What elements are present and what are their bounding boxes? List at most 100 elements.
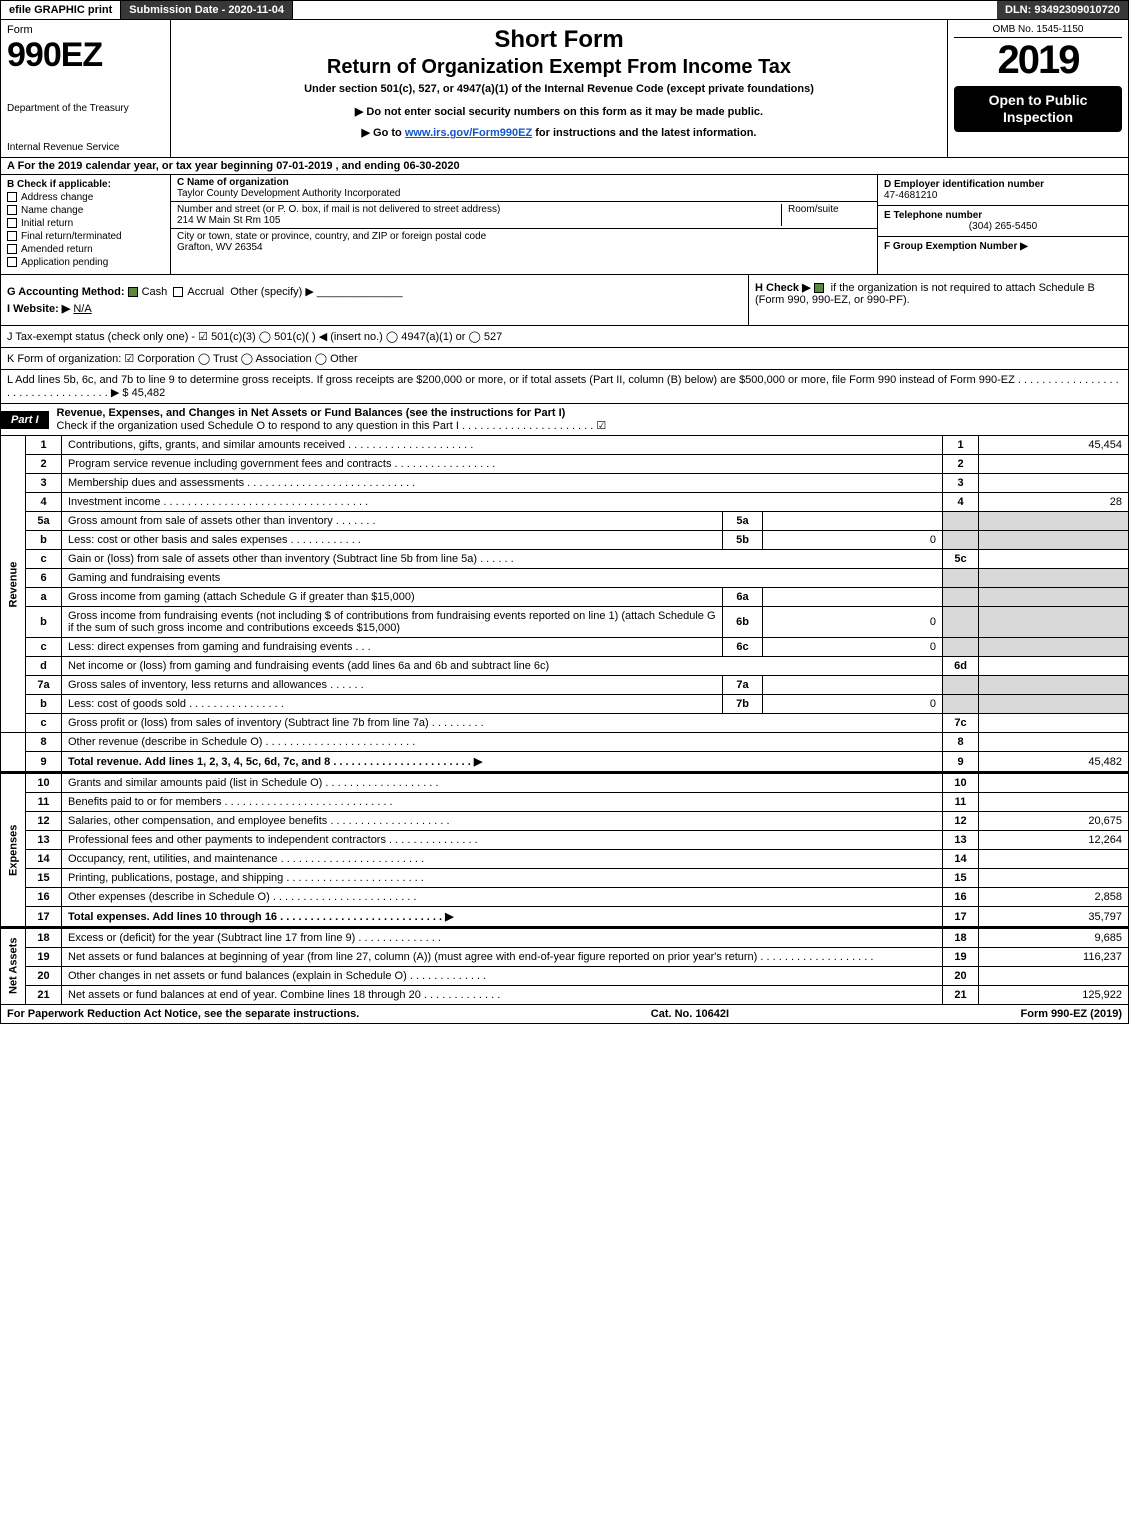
l17-n: 17 [26,907,62,928]
chk-accrual[interactable] [173,287,183,297]
l13-a: 12,264 [979,831,1129,850]
l7b-n: b [26,695,62,714]
l7a-as [979,676,1129,695]
chk-h[interactable] [814,283,824,293]
l13-d: Professional fees and other payments to … [68,834,386,846]
l5c-r: 5c [943,550,979,569]
chk-address-lbl: Address change [21,192,93,203]
l5a-n: 5a [26,512,62,531]
l11-r: 11 [943,793,979,812]
l16-n: 16 [26,888,62,907]
chk-cash[interactable] [128,287,138,297]
l9-n: 9 [26,752,62,773]
l2-r: 2 [943,455,979,474]
l14-n: 14 [26,850,62,869]
l6a-d: Gross income from gaming (attach Schedul… [68,591,415,603]
l16-d: Other expenses (describe in Schedule O) [68,891,270,903]
l4-d: Investment income [68,496,160,508]
city-val: Grafton, WV 26354 [177,242,871,253]
l4-r: 4 [943,493,979,512]
h-lbl: H Check ▶ [755,282,811,294]
l18-a: 9,685 [979,928,1129,948]
footer: For Paperwork Reduction Act Notice, see … [0,1005,1129,1024]
l6-n: 6 [26,569,62,588]
l5a-d: Gross amount from sale of assets other t… [68,515,333,527]
i-lbl: I Website: ▶ [7,303,70,315]
chk-name[interactable]: Name change [7,205,164,216]
chk-pending[interactable]: Application pending [7,257,164,268]
l5b-m: 5b [723,531,763,550]
l16-a: 2,858 [979,888,1129,907]
l6-rs [943,569,979,588]
chk-initial-lbl: Initial return [21,218,73,229]
l6a-n: a [26,588,62,607]
website-val: N/A [73,303,91,315]
l6c-as [979,638,1129,657]
header-right: OMB No. 1545-1150 2019 Open to Public In… [948,20,1128,157]
part1-title-txt: Revenue, Expenses, and Changes in Net As… [57,407,566,419]
l18-n: 18 [26,928,62,948]
l10-a [979,773,1129,793]
l5a-m: 5a [723,512,763,531]
l6d-a [979,657,1129,676]
l17-a: 35,797 [979,907,1129,928]
org-name-lbl: C Name of organization [177,177,871,188]
submission-date: Submission Date - 2020-11-04 [121,1,293,19]
chk-initial[interactable]: Initial return [7,218,164,229]
section-c: C Name of organization Taylor County Dev… [171,175,878,274]
l6b-mv: 0 [763,607,943,638]
l12-d: Salaries, other compensation, and employ… [68,815,327,827]
row-k: K Form of organization: ☑ Corporation ◯ … [0,348,1129,370]
l5a-rs [943,512,979,531]
l3-n: 3 [26,474,62,493]
l9-d: Total revenue. Add lines 1, 2, 3, 4, 5c,… [68,756,482,768]
l6a-mv [763,588,943,607]
b-title: B Check if applicable: [7,179,164,190]
l6d-r: 6d [943,657,979,676]
chk-amended[interactable]: Amended return [7,244,164,255]
l6b-n: b [26,607,62,638]
l21-r: 21 [943,986,979,1005]
return-title: Return of Organization Exempt From Incom… [181,56,937,79]
l14-d: Occupancy, rent, utilities, and maintena… [68,853,278,865]
row-g: G Accounting Method: Cash Accrual Other … [7,285,742,298]
chk-final[interactable]: Final return/terminated [7,231,164,242]
open-inspection: Open to Public Inspection [954,86,1122,132]
l7a-n: 7a [26,676,62,695]
dln-label: DLN: 93492309010720 [997,1,1128,19]
l6b-m: 6b [723,607,763,638]
l13-n: 13 [26,831,62,850]
l13-r: 13 [943,831,979,850]
l15-d: Printing, publications, postage, and shi… [68,872,283,884]
other-lbl: Other (specify) ▶ [230,286,314,298]
footer-right: Form 990-EZ (2019) [1021,1008,1122,1020]
header-center: Short Form Return of Organization Exempt… [171,20,948,157]
part1-header: Part I Revenue, Expenses, and Changes in… [0,404,1129,436]
l19-a: 116,237 [979,948,1129,967]
side-expenses: Expenses [1,773,26,928]
l5c-n: c [26,550,62,569]
l12-r: 12 [943,812,979,831]
l19-n: 19 [26,948,62,967]
l1-a: 45,454 [979,436,1129,455]
short-form-title: Short Form [181,26,937,54]
l20-d: Other changes in net assets or fund bala… [68,970,407,982]
omb-number: OMB No. 1545-1150 [954,24,1122,38]
chk-address[interactable]: Address change [7,192,164,203]
l8-n: 8 [26,733,62,752]
l17-d: Total expenses. Add lines 10 through 16 … [68,911,454,923]
irs-link[interactable]: www.irs.gov/Form990EZ [405,127,532,139]
goto-line: ▶ Go to www.irs.gov/Form990EZ for instru… [181,126,937,139]
l3-a [979,474,1129,493]
footer-left: For Paperwork Reduction Act Notice, see … [7,1008,359,1020]
l1-d: Contributions, gifts, grants, and simila… [68,439,345,451]
efile-label[interactable]: efile GRAPHIC print [1,1,121,19]
l3-r: 3 [943,474,979,493]
l10-r: 10 [943,773,979,793]
cash-lbl: Cash [142,286,168,298]
dept-treasury: Department of the Treasury [7,103,164,114]
under-section: Under section 501(c), 527, or 4947(a)(1)… [181,83,937,95]
g-lbl: G Accounting Method: [7,286,125,298]
l21-n: 21 [26,986,62,1005]
phone-lbl: E Telephone number [884,210,1122,221]
